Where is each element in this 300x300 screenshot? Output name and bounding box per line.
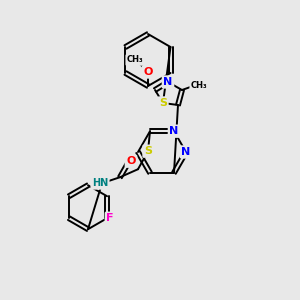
Text: N: N bbox=[169, 126, 178, 136]
Text: CH₃: CH₃ bbox=[127, 56, 143, 64]
Text: S: S bbox=[159, 98, 167, 108]
Text: CH₃: CH₃ bbox=[191, 80, 207, 89]
Text: HN: HN bbox=[92, 178, 108, 188]
Text: O: O bbox=[126, 156, 136, 166]
Text: N: N bbox=[164, 77, 172, 87]
Text: F: F bbox=[106, 213, 114, 223]
Text: S: S bbox=[144, 146, 152, 156]
Text: N: N bbox=[182, 147, 190, 157]
Text: O: O bbox=[143, 67, 153, 77]
